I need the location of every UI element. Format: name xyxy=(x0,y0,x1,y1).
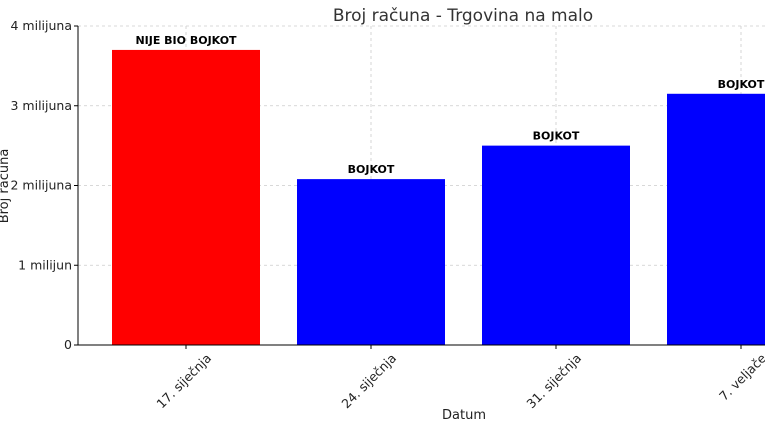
y-tick-label: 3 milijuna xyxy=(11,98,73,113)
y-tick-label: 1 milijun xyxy=(18,257,72,272)
chart-title: Broj računa - Trgovina na malo xyxy=(333,6,593,26)
x-tick-label: 7. veljače xyxy=(716,350,765,403)
x-axis-label: Datum xyxy=(442,408,486,423)
bar xyxy=(297,179,445,345)
x-tick-label: 31. siječnja xyxy=(523,351,584,412)
bar-labels: NIJE BIO BOJKOT BOJKOT BOJKOT BOJKOT xyxy=(135,34,764,176)
x-ticks: 17. siječnja 24. siječnja 31. siječnja 7. v… xyxy=(153,345,765,411)
bar-label: BOJKOT xyxy=(533,130,580,143)
y-axis-label: Broj računa xyxy=(0,149,12,224)
y-tick-label: 4 milijuna xyxy=(11,18,73,33)
bar xyxy=(482,145,630,345)
x-tick-label: 24. siječnja xyxy=(338,351,399,412)
bar-label: BOJKOT xyxy=(348,163,395,176)
y-ticks: 0 1 milijun 2 milijuna 3 milijuna 4 milijuna xyxy=(11,18,78,352)
bar-label: BOJKOT xyxy=(718,78,765,91)
y-tick-label: 0 xyxy=(64,337,72,352)
bar-label: NIJE BIO BOJKOT xyxy=(135,34,237,47)
bar xyxy=(112,49,260,346)
x-tick-label: 17. siječnja xyxy=(153,351,214,412)
bars xyxy=(112,49,765,346)
bar xyxy=(667,93,765,345)
y-tick-label: 2 milijuna xyxy=(11,178,73,193)
